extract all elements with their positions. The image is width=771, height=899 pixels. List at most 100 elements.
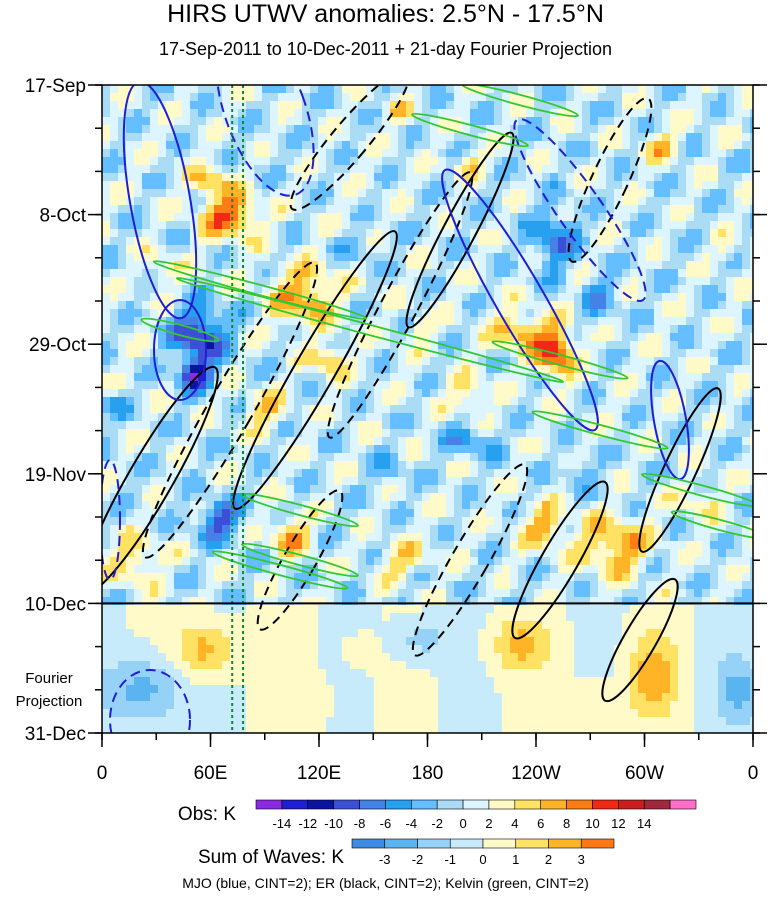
- field-cell: [190, 485, 198, 493]
- field-cell: [134, 285, 142, 293]
- field-cell: [606, 493, 614, 501]
- field-cell: [750, 429, 753, 437]
- field-cell: [126, 333, 134, 341]
- field-cell: [462, 445, 470, 453]
- field-cell: [438, 141, 446, 149]
- field-cell: [174, 253, 182, 261]
- field-cell: [414, 549, 422, 557]
- field-cell: [646, 397, 654, 405]
- field-cell: [198, 557, 206, 565]
- field-cell: [734, 277, 742, 285]
- field-cell: [406, 229, 414, 237]
- field-cell: [230, 445, 238, 453]
- field-cell: [390, 237, 398, 245]
- field-cell: [214, 565, 222, 573]
- field-cell: [126, 213, 134, 221]
- field-cell: [174, 149, 182, 157]
- field-cell: [430, 85, 438, 93]
- field-cell: [398, 485, 406, 493]
- field-cell: [582, 549, 590, 557]
- field-cell: [358, 549, 366, 557]
- field-cell: [134, 381, 142, 389]
- field-cell: [294, 557, 302, 565]
- field-cell: [646, 357, 654, 365]
- field-cell: [430, 365, 438, 373]
- field-cell: [614, 517, 622, 525]
- field-cell: [358, 461, 366, 469]
- field-cell: [638, 133, 646, 141]
- field-cell: [278, 397, 286, 405]
- field-cell: [102, 133, 110, 141]
- field-cell: [558, 413, 566, 421]
- field-cell: [214, 197, 222, 205]
- field-cell: [214, 389, 222, 397]
- field-cell: [478, 405, 486, 413]
- field-cell: [534, 149, 542, 157]
- field-cell: [438, 245, 446, 253]
- field-cell: [302, 309, 310, 317]
- field-cell: [342, 429, 350, 437]
- field-cell: [614, 541, 622, 549]
- field-cell: [702, 325, 710, 333]
- field-cell: [270, 333, 278, 341]
- field-cell: [518, 533, 526, 541]
- field-cell: [702, 541, 710, 549]
- field-cell: [566, 565, 574, 573]
- field-cell: [742, 469, 750, 477]
- field-cell: [486, 413, 494, 421]
- field-cell: [606, 173, 614, 181]
- field-cell: [310, 189, 318, 197]
- field-cell: [702, 205, 710, 213]
- field-cell: [430, 461, 438, 469]
- field-cell: [430, 205, 438, 213]
- field-cell: [166, 197, 174, 205]
- field-cell: [574, 469, 582, 477]
- field-cell: [598, 445, 606, 453]
- field-cell: [230, 389, 238, 397]
- field-cell: [550, 285, 558, 293]
- field-cell: [670, 429, 678, 437]
- field-cell: [414, 285, 422, 293]
- field-cell: [510, 269, 518, 277]
- field-cell: [198, 117, 206, 125]
- field-cell: [350, 469, 358, 477]
- field-cell: [294, 141, 302, 149]
- field-cell: [430, 429, 438, 437]
- field-cell: [206, 429, 214, 437]
- field-cell: [342, 133, 350, 141]
- field-cell: [238, 269, 246, 277]
- field-cell: [342, 549, 350, 557]
- field-cell: [318, 373, 326, 381]
- field-cell: [318, 437, 326, 445]
- field-cell: [574, 429, 582, 437]
- field-cell: [430, 373, 438, 381]
- field-cell: [158, 557, 166, 565]
- field-cell: [374, 421, 382, 429]
- field-cell: [238, 293, 246, 301]
- field-cell: [350, 509, 358, 517]
- field-cell: [494, 141, 502, 149]
- field-cell: [166, 93, 174, 101]
- field-cell: [558, 229, 566, 237]
- field-cell: [614, 549, 622, 557]
- field-cell: [286, 277, 294, 285]
- field-cell: [446, 413, 454, 421]
- field-cell: [446, 477, 454, 485]
- field-cell: [662, 325, 670, 333]
- field-cell: [614, 333, 622, 341]
- field-cell: [134, 325, 142, 333]
- field-cell: [574, 453, 582, 461]
- field-cell: [454, 485, 462, 493]
- field-cell: [398, 525, 406, 533]
- field-cell: [230, 373, 238, 381]
- field-cell: [198, 501, 206, 509]
- field-cell: [358, 125, 366, 133]
- field-cell: [390, 85, 398, 93]
- field-cell: [654, 509, 662, 517]
- field-cell: [302, 125, 310, 133]
- field-cell: [494, 525, 502, 533]
- field-cell: [678, 253, 686, 261]
- field-cell: [534, 381, 542, 389]
- field-cell: [158, 141, 166, 149]
- field-cell: [414, 461, 422, 469]
